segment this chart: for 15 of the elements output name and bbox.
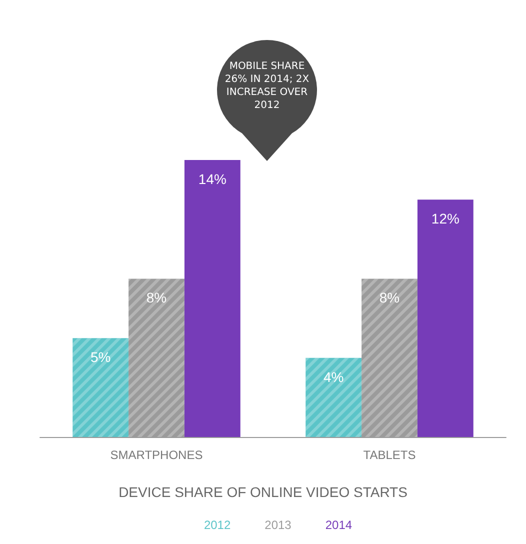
text: 2014 [325,518,352,532]
bar [184,160,240,437]
x-tick-label: SMARTPHONES [110,448,203,462]
data-label: 4% [323,368,344,385]
bar [417,200,474,437]
text: MOBILE SHARE 26% IN 2014; 2X INCREASE OVER 2012 [224,60,310,112]
text: 2013 [264,518,292,532]
text: DEVICE SHARE OF ONLINE VIDEO STARTS [118,484,408,500]
text: 2012 [204,518,231,532]
data-label: 8% [379,290,400,306]
data-label: 12% [431,210,460,227]
data-label: 14% [198,171,226,187]
data-label: 5% [90,349,111,366]
data-label: 8% [146,290,167,306]
x-tick-label: TABLETS [363,448,416,462]
